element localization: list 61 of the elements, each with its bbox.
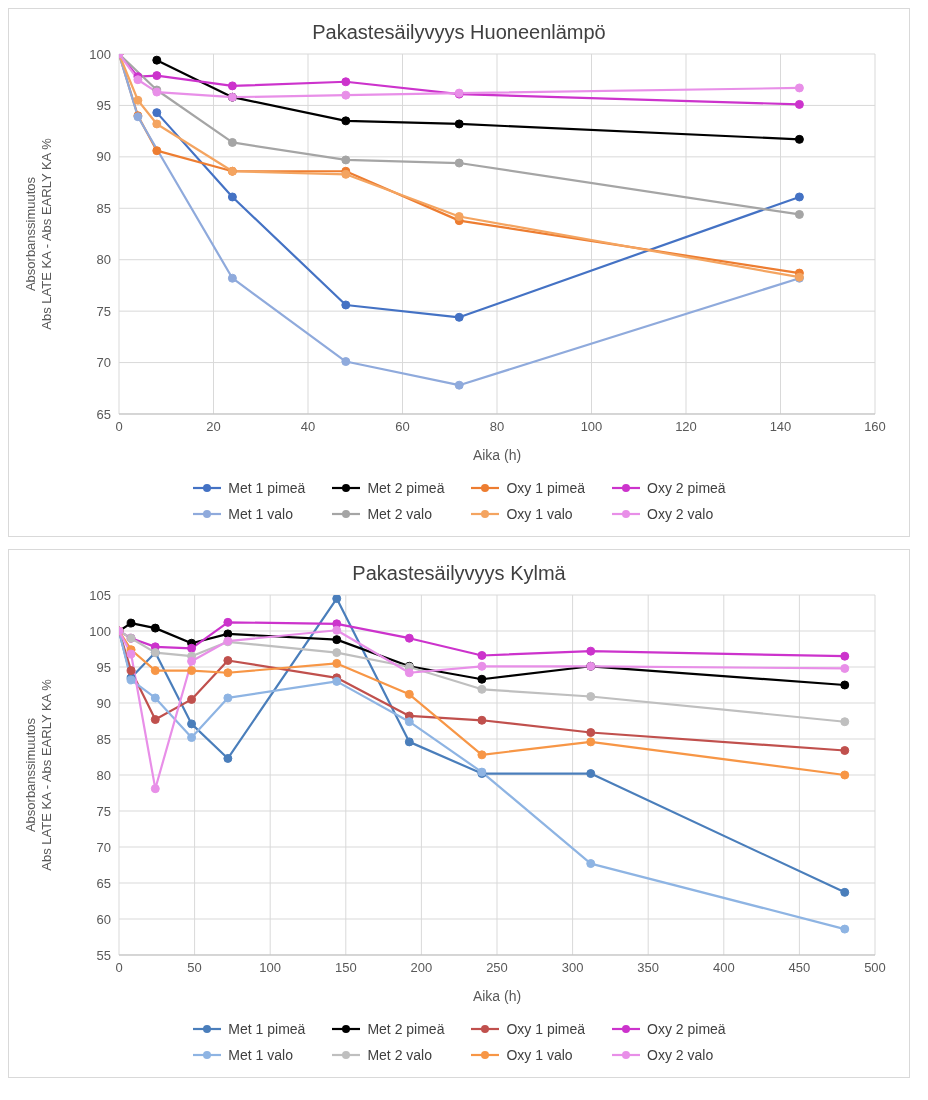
- x-tick-label: 60: [395, 419, 410, 435]
- y-tick-label: 100: [89, 46, 111, 62]
- y-axis-title: Absorbanssimuutos Abs LATE KA - Abs EARLY KA %: [23, 137, 54, 330]
- x-tick-label: 250: [486, 960, 508, 976]
- x-tick-label: 20: [206, 419, 221, 435]
- legend-label: Met 1 valo: [228, 506, 293, 522]
- legend-label: Met 1 pimeä: [228, 1021, 306, 1037]
- x-tick-label: 100: [580, 419, 603, 435]
- legend-label: Met 2 valo: [367, 506, 432, 522]
- y-tick-label: 100: [89, 623, 111, 639]
- y-tick-label: 55: [96, 947, 111, 963]
- y-tick-label: 75: [96, 303, 111, 319]
- y-axis-title: Absorbanssimuutos Abs LATE KA - Abs EARLY KA %: [23, 678, 54, 871]
- y-tick-label: 90: [96, 149, 111, 165]
- legend-label: Met 2 valo: [367, 1047, 432, 1063]
- y-tick-label: 65: [96, 406, 111, 422]
- chart-title: Pakastesäilyvyys Huoneenlämpö: [311, 20, 607, 44]
- x-tick-label: 80: [489, 419, 505, 435]
- y-tick-label: 70: [96, 355, 111, 371]
- x-tick-label: 0: [115, 419, 123, 435]
- y-tick-label: 90: [96, 695, 111, 711]
- x-tick-label: 500: [864, 960, 886, 976]
- legend-label: Met 2 pimeä: [367, 480, 445, 496]
- chart-title: Pakastesäilyvyys Kylmä: [351, 561, 567, 585]
- x-tick-label: 150: [334, 960, 357, 976]
- x-tick-label: 350: [637, 960, 660, 976]
- y-tick-label: 60: [96, 911, 111, 927]
- y-tick-label: 95: [96, 659, 111, 675]
- x-tick-label: 0: [115, 960, 123, 976]
- legend-label: Oxy 1 pimeä: [506, 1021, 586, 1037]
- legend-label: Oxy 1 valo: [506, 1047, 573, 1063]
- legend-label: Oxy 2 valo: [647, 1047, 714, 1063]
- x-tick-label: 450: [788, 960, 811, 976]
- x-tick-label: 50: [187, 960, 202, 976]
- x-tick-label: 40: [300, 419, 316, 435]
- y-tick-label: 80: [96, 252, 111, 268]
- x-tick-label: 100: [259, 960, 282, 976]
- legend-label: Met 1 pimeä: [228, 480, 306, 496]
- legend-label: Oxy 1 valo: [506, 506, 573, 522]
- y-tick-label: 105: [89, 587, 111, 603]
- y-tick-label: 95: [96, 98, 111, 114]
- legend-label: Oxy 2 pimeä: [647, 1021, 726, 1037]
- y-tick-label: 75: [96, 803, 111, 819]
- y-tick-label: 85: [96, 731, 111, 747]
- x-tick-label: 400: [712, 960, 735, 976]
- y-tick-label: 65: [96, 875, 111, 891]
- x-tick-label: 140: [769, 419, 792, 435]
- y-tick-label: 80: [96, 767, 111, 783]
- legend-label: Met 2 pimeä: [367, 1021, 445, 1037]
- x-axis-title: Aika (h): [472, 988, 522, 1004]
- x-tick-label: 160: [864, 419, 886, 435]
- x-tick-label: 120: [675, 419, 697, 435]
- legend-label: Oxy 2 pimeä: [647, 480, 726, 496]
- legend-label: Oxy 2 valo: [647, 506, 714, 522]
- x-tick-label: 300: [561, 960, 584, 976]
- x-tick-label: 200: [410, 960, 433, 976]
- x-axis-title: Aika (h): [472, 447, 522, 463]
- y-tick-label: 70: [96, 839, 111, 855]
- legend-label: Oxy 1 pimeä: [506, 480, 586, 496]
- y-tick-label: 85: [96, 200, 111, 216]
- legend-label: Met 1 valo: [228, 1047, 293, 1063]
